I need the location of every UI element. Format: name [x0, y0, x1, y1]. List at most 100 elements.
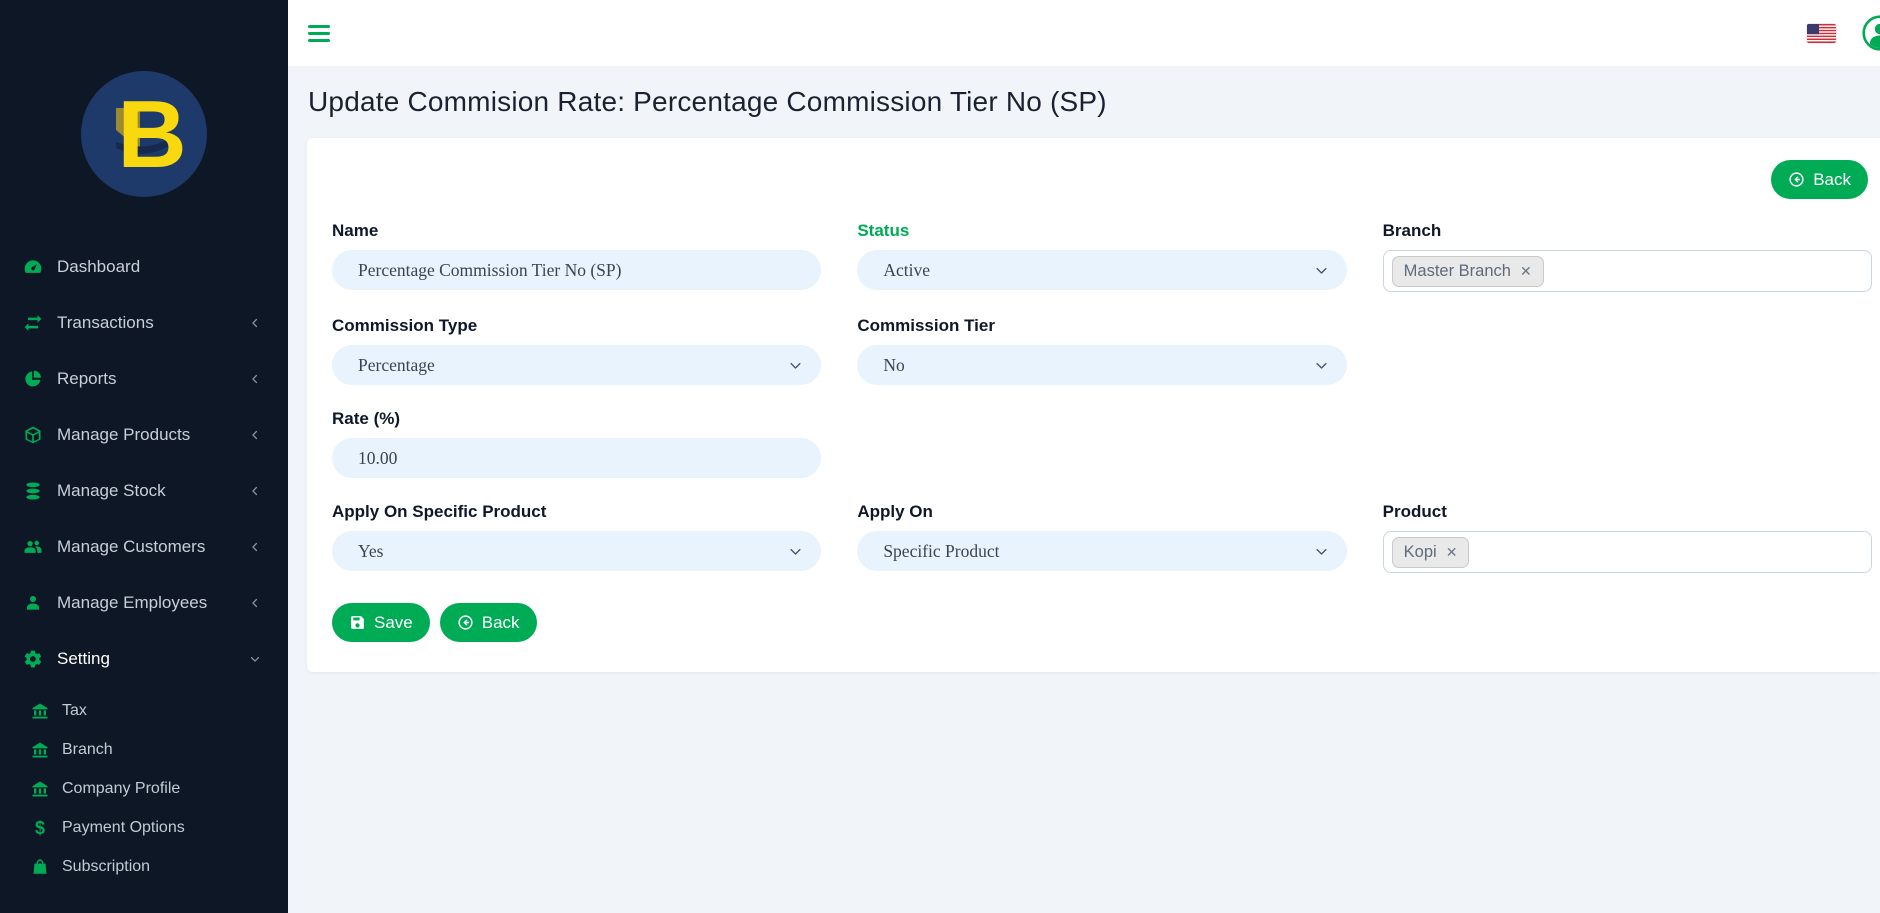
dollar-icon: $ [34, 817, 45, 838]
page-header: Update Commision Rate: Percentage Commis… [288, 66, 1880, 138]
sidebar-subitem-label: Tax [62, 702, 87, 719]
sidebar-subitem-label: Company Profile [62, 780, 181, 797]
sidebar-subitem-payment-options[interactable]: $ Payment Options [0, 811, 288, 845]
sidebar-subitem-tax[interactable]: Tax [0, 694, 288, 728]
back-button-top-label: Back [1813, 169, 1851, 189]
apply-specific-select-value: Yes [358, 540, 384, 561]
status-label: Status [857, 221, 910, 240]
chevron-left-icon [248, 372, 262, 386]
apply-on-select[interactable]: Specific Product [857, 531, 1347, 571]
logo-icon: B [81, 71, 207, 197]
chevron-down-icon [248, 652, 262, 666]
bank-icon [30, 701, 50, 721]
card-header: Back [332, 160, 1872, 199]
chevron-down-icon [1314, 357, 1329, 372]
chevron-down-icon [788, 543, 803, 558]
commission-tier-label: Commission Tier [857, 316, 995, 335]
apply-specific-field: Apply On Specific Product Yes [332, 502, 822, 573]
save-button[interactable]: Save [332, 603, 430, 642]
sidebar-item-label: Reports [57, 369, 117, 388]
sidebar-subitem-subscription[interactable]: Subscription [0, 850, 288, 884]
sidebar-item-manage-products[interactable]: Manage Products [0, 414, 288, 456]
back-button-bottom-label: Back [481, 612, 520, 632]
sidebar-item-manage-employees[interactable]: Manage Employees [0, 582, 288, 624]
us-flag-language-button[interactable] [1807, 23, 1836, 43]
back-button-top[interactable]: Back [1771, 160, 1868, 199]
product-multiselect[interactable]: Kopi ✕ [1382, 531, 1872, 573]
chevron-left-icon [248, 540, 262, 554]
menu-toggle-button[interactable] [308, 24, 330, 42]
save-button-label: Save [374, 612, 413, 632]
cube-icon [22, 424, 44, 446]
name-field: Name [332, 221, 822, 292]
sidebar-item-manage-customers[interactable]: Manage Customers [0, 526, 288, 568]
branch-multiselect[interactable]: Master Branch ✕ [1382, 250, 1872, 292]
sidebar-item-dashboard[interactable]: Dashboard [0, 246, 288, 288]
grid-spacer [857, 409, 1346, 478]
svg-text:B: B [117, 81, 186, 188]
chevron-left-icon [248, 316, 262, 330]
sidebar-item-transactions[interactable]: Transactions [0, 302, 288, 344]
form-actions: Save Back [332, 603, 821, 642]
page-title: Update Commision Rate: Percentage Commis… [308, 86, 1107, 117]
apply-specific-select[interactable]: Yes [332, 531, 822, 571]
commission-tier-select-value: No [883, 354, 905, 375]
main-area: Update Commision Rate: Percentage Commis… [288, 0, 1880, 913]
back-button-bottom[interactable]: Back [439, 603, 537, 642]
sidebar-item-label: Dashboard [57, 257, 141, 276]
circle-arrow-left-icon [1789, 172, 1804, 187]
bank-icon [30, 740, 50, 760]
shopping-bag-icon [30, 857, 50, 877]
sidebar-subitem-company-profile[interactable]: Company Profile [0, 772, 288, 806]
database-icon [22, 480, 44, 502]
apply-specific-label: Apply On Specific Product [332, 502, 547, 521]
branch-tag: Master Branch ✕ [1391, 255, 1544, 287]
user-icon [22, 592, 44, 614]
sidebar-item-manage-stock[interactable]: Manage Stock [0, 470, 288, 512]
rate-input[interactable] [332, 438, 822, 478]
form-grid: Name Status Active Branch [332, 221, 1872, 642]
gears-icon [22, 648, 44, 670]
sidebar-item-label: Manage Employees [57, 593, 208, 612]
users-group-icon [22, 536, 44, 558]
apply-on-select-value: Specific Product [883, 540, 1000, 561]
chevron-left-icon [248, 484, 262, 498]
branch-tag-label: Master Branch [1403, 261, 1511, 280]
status-field: Status Active [857, 221, 1347, 292]
chevron-left-icon [248, 428, 262, 442]
commission-type-select[interactable]: Percentage [332, 345, 822, 385]
commission-tier-field: Commission Tier No [857, 316, 1347, 385]
pie-chart-icon [22, 368, 44, 390]
sidebar: B Dashboard Transactions Reports [0, 0, 288, 913]
name-label: Name [332, 221, 379, 240]
status-select-value: Active [883, 259, 930, 280]
sidebar-item-setting[interactable]: Setting [0, 638, 288, 680]
sidebar-subitem-branch[interactable]: Branch [0, 733, 288, 767]
user-avatar[interactable] [1862, 15, 1880, 51]
chevron-down-icon [788, 357, 803, 372]
rate-label: Rate (%) [332, 409, 401, 428]
setting-submenu: Tax Branch Company Profile $ Payment Opt… [0, 694, 288, 884]
chevron-down-icon [1314, 262, 1329, 277]
commission-tier-select[interactable]: No [857, 345, 1347, 385]
sidebar-item-reports[interactable]: Reports [0, 358, 288, 400]
app-logo[interactable]: B [0, 70, 288, 198]
name-input[interactable] [332, 250, 822, 290]
remove-tag-icon[interactable]: ✕ [1519, 263, 1532, 279]
product-field: Product Kopi ✕ [1382, 502, 1872, 573]
content: Back Name Status Active [288, 138, 1880, 913]
commission-type-label: Commission Type [332, 316, 478, 335]
commission-type-select-value: Percentage [358, 354, 435, 375]
sidebar-item-label: Transactions [57, 313, 154, 332]
sidebar-subitem-label: Subscription [62, 858, 151, 875]
circle-arrow-left-icon [458, 615, 473, 630]
remove-tag-icon[interactable]: ✕ [1445, 544, 1458, 560]
sidebar-item-label: Manage Products [57, 425, 191, 444]
exchange-arrows-icon [22, 312, 44, 334]
chevron-down-icon [1314, 543, 1329, 558]
apply-on-label: Apply On [857, 502, 933, 521]
form-card: Back Name Status Active [307, 138, 1880, 672]
product-label: Product [1382, 502, 1447, 521]
sidebar-item-label: Manage Stock [57, 481, 166, 500]
status-select[interactable]: Active [857, 250, 1347, 290]
